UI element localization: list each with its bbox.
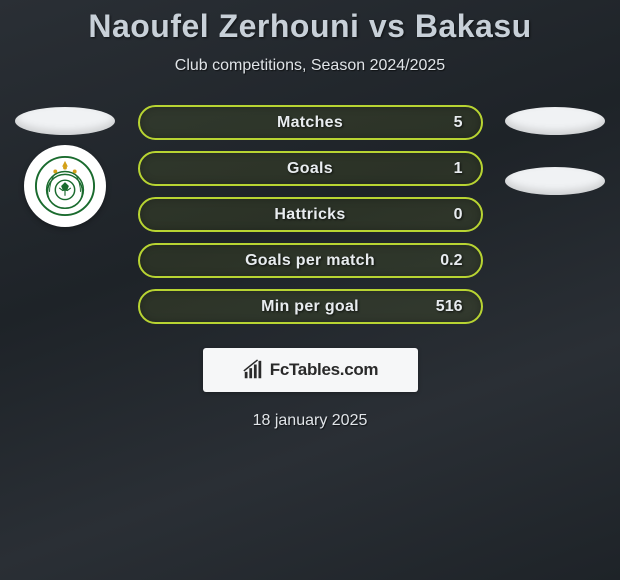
stat-bar: Min per goal 516 — [138, 289, 483, 324]
attribution-text: FcTables.com — [270, 360, 379, 380]
club-silhouette-icon — [505, 167, 605, 195]
stat-value: 516 — [436, 298, 463, 316]
stat-value: 5 — [454, 114, 463, 132]
stat-label: Goals per match — [245, 252, 375, 270]
stat-label: Matches — [277, 114, 343, 132]
stat-bar: Goals 1 — [138, 151, 483, 186]
subtitle: Club competitions, Season 2024/2025 — [175, 57, 445, 75]
attribution-badge: FcTables.com — [203, 348, 418, 392]
player-right — [500, 105, 610, 195]
club-badge-left — [24, 145, 106, 227]
stat-label: Hattricks — [274, 206, 345, 224]
stat-bar: Matches 5 — [138, 105, 483, 140]
stat-value: 0.2 — [440, 252, 462, 270]
page-title: Naoufel Zerhouni vs Bakasu — [88, 8, 531, 45]
stat-label: Min per goal — [261, 298, 359, 316]
player-left — [10, 105, 120, 227]
infographic: Naoufel Zerhouni vs Bakasu Club competit… — [0, 0, 620, 430]
stat-bar: Goals per match 0.2 — [138, 243, 483, 278]
stats-column: Matches 5 Goals 1 Hattricks 0 Goals per match 0… — [138, 105, 483, 324]
raja-badge-icon — [34, 155, 96, 217]
player-silhouette-icon — [505, 107, 605, 135]
stat-value: 1 — [454, 160, 463, 178]
content-row: Matches 5 Goals 1 Hattricks 0 Goals per match 0… — [0, 105, 620, 324]
stat-value: 0 — [454, 206, 463, 224]
stat-label: Goals — [287, 160, 333, 178]
player-silhouette-icon — [15, 107, 115, 135]
chart-icon — [242, 359, 264, 381]
date: 18 january 2025 — [253, 412, 368, 430]
stat-bar: Hattricks 0 — [138, 197, 483, 232]
